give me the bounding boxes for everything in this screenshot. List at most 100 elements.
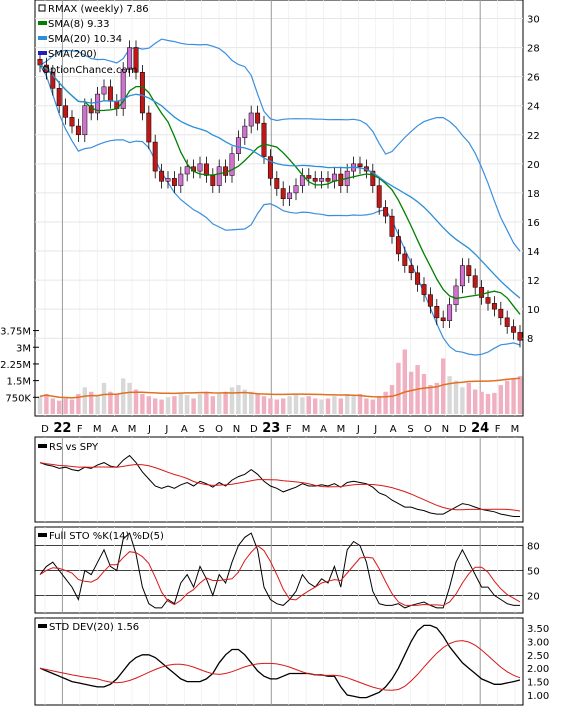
stddev-tick-label: 2.50 (527, 651, 549, 662)
upper-band-line (39, 38, 521, 252)
volume-bar (517, 376, 523, 414)
price-candle (312, 178, 318, 182)
stochastic-legend: Full STO %K(14) %D(5) (38, 531, 164, 542)
price-candle (402, 253, 408, 266)
rs-sma-line (39, 462, 521, 512)
x-axis-label: 23 (262, 421, 280, 436)
stddev-sma-line (39, 640, 521, 691)
volume-bar (120, 378, 126, 414)
volume-bar (184, 395, 190, 414)
volume-bar (364, 398, 369, 414)
volume-bar (268, 398, 273, 414)
volume-bar (293, 393, 299, 414)
sma20-swatch (38, 36, 47, 40)
legend-sma20: SMA(20) 10.34 (48, 34, 122, 45)
volume-tick-label: 3M (16, 343, 31, 354)
price-candle (517, 332, 523, 341)
x-axis-label: M (93, 424, 102, 435)
x-axis-label: D (41, 424, 49, 435)
x-axis-label: M (337, 424, 346, 435)
price-candle (466, 265, 472, 276)
rs-legend: RS vs SPY (38, 442, 99, 453)
volume-bar (229, 387, 235, 414)
price-candle (408, 265, 414, 274)
volume-bar (319, 399, 324, 414)
volume-bar (204, 391, 209, 414)
volume-bar (114, 393, 120, 414)
volume-bar (383, 391, 388, 414)
volume-bar (255, 393, 260, 414)
rs-swatch (38, 444, 47, 448)
volume-bar (511, 378, 516, 414)
price-candle (50, 72, 56, 89)
price-candle (197, 163, 203, 172)
rs-line (39, 454, 520, 517)
price-candle (82, 105, 88, 136)
volume-bar (312, 398, 318, 414)
volume-bar (460, 387, 465, 414)
price-candle (383, 207, 389, 217)
price-tick-label: 8 (527, 334, 533, 345)
volume-bar (50, 398, 56, 414)
price-candle (485, 297, 491, 304)
x-axis-label: A (181, 424, 188, 435)
price-candle (95, 93, 101, 114)
price-candle (171, 178, 177, 186)
volume-bar (178, 393, 184, 414)
price-candle (152, 141, 158, 172)
price-candle (120, 69, 126, 109)
price-tick-label: 10 (527, 305, 540, 316)
price-candle (235, 137, 241, 154)
volume-bar (210, 396, 216, 414)
price-candle (165, 178, 171, 182)
price-candle (274, 178, 280, 189)
price-tick-label: 26 (527, 73, 540, 84)
price-candle (447, 304, 453, 322)
volume-bar (338, 398, 344, 414)
price-candle (511, 326, 517, 333)
volume-bar (332, 396, 337, 414)
volume-bar (396, 362, 401, 414)
watermark: OptionChance.com (42, 65, 137, 76)
volume-bar (191, 398, 196, 414)
price-candle (376, 185, 382, 208)
price-candle (440, 317, 446, 322)
sma20-line (39, 64, 521, 299)
volume-bar (216, 393, 222, 414)
legend-sma8: SMA(8) 9.33 (48, 19, 109, 30)
volume-bar (479, 391, 484, 414)
volume-bar (280, 398, 286, 414)
stddev-tick-label: 1.50 (527, 678, 549, 689)
stochastic-tick-label: 80 (527, 542, 540, 553)
volume-bar (76, 393, 81, 414)
volume-bar (408, 371, 414, 414)
volume-bar (146, 396, 152, 414)
price-candle (306, 175, 312, 179)
volume-bar (376, 396, 382, 414)
volume-bar (370, 399, 376, 414)
stochastic-k-line (39, 532, 520, 609)
price-candle (491, 303, 497, 310)
x-axis-label: D (250, 424, 258, 435)
volume-bar (421, 373, 427, 414)
volume-bar (306, 396, 312, 414)
x-axis-label: M (302, 424, 311, 435)
volume-bar (197, 393, 203, 414)
price-candle (453, 285, 459, 306)
volume-bar (440, 358, 446, 414)
volume-bar (485, 393, 491, 414)
volume-bar (472, 389, 478, 414)
x-axis-label: J (164, 424, 168, 435)
price-candle (504, 317, 510, 327)
price-candle (178, 173, 184, 186)
volume-bar (492, 392, 497, 414)
volume-bar (63, 398, 68, 414)
stddev-swatch (38, 624, 47, 628)
volume-bar (133, 389, 139, 414)
stochastic-tick-label: 50 (527, 567, 540, 578)
volume-bar (498, 385, 504, 414)
volume-bar (466, 382, 472, 414)
volume-bar (389, 385, 395, 414)
rs-title: RS vs SPY (49, 442, 99, 453)
x-axis-label: F (286, 424, 292, 435)
